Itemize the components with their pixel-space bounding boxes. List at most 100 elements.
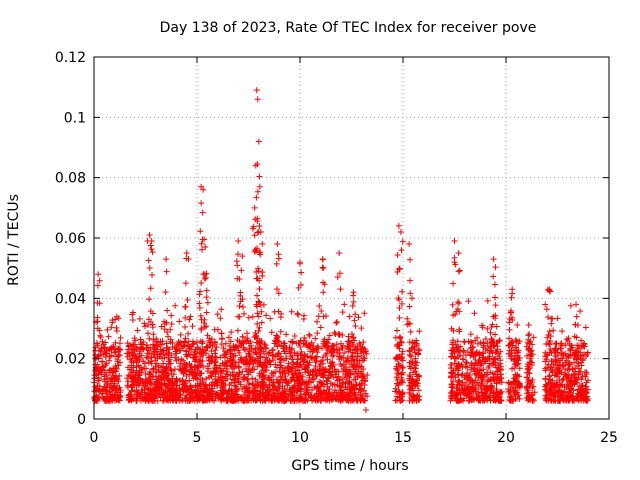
data-point [526, 352, 533, 359]
data-point [393, 327, 400, 334]
data-point [154, 339, 161, 346]
data-point [394, 341, 401, 348]
data-point [525, 389, 532, 396]
data-point [212, 346, 219, 353]
data-point [349, 302, 356, 309]
data-point [456, 326, 463, 333]
data-point [198, 349, 205, 356]
data-point [317, 388, 324, 395]
data-point [416, 328, 423, 335]
data-point [255, 268, 262, 275]
data-point [125, 350, 132, 357]
data-point [100, 386, 107, 393]
data-point [496, 379, 503, 386]
data-point [218, 330, 225, 337]
data-point [412, 362, 419, 369]
data-point [294, 363, 301, 370]
data-point [276, 359, 283, 366]
data-point [235, 344, 242, 351]
data-point [399, 288, 406, 295]
data-point [259, 269, 266, 276]
data-point [289, 374, 296, 381]
data-point [208, 336, 215, 343]
data-point [137, 336, 144, 343]
data-point [318, 358, 325, 365]
data-point [342, 357, 349, 364]
data-point [484, 386, 491, 393]
data-point [142, 323, 149, 330]
data-point [212, 369, 219, 376]
data-point [183, 255, 190, 262]
data-point [471, 366, 478, 373]
data-point [255, 138, 262, 145]
data-point [172, 395, 179, 402]
data-point [256, 324, 263, 331]
data-point [128, 358, 135, 365]
data-point [324, 356, 331, 363]
data-point [239, 253, 246, 260]
data-point [301, 351, 308, 358]
data-point [125, 371, 132, 378]
data-point [253, 87, 260, 94]
data-point [256, 249, 263, 256]
data-point [198, 240, 205, 247]
data-point [454, 390, 461, 397]
data-point [272, 353, 279, 360]
data-point [343, 367, 350, 374]
data-point [510, 347, 517, 354]
data-point [448, 347, 455, 354]
data-point [485, 377, 492, 384]
data-point [234, 251, 241, 258]
data-point [224, 397, 231, 404]
data-point [249, 366, 256, 373]
data-point [148, 238, 155, 245]
data-point [96, 300, 103, 307]
data-point [460, 347, 467, 354]
data-point [255, 339, 262, 346]
data-point [579, 356, 586, 363]
data-point [263, 312, 270, 319]
data-point [516, 338, 523, 345]
data-point [254, 161, 261, 168]
data-point [254, 320, 261, 327]
data-point [506, 335, 513, 342]
data-point [461, 389, 468, 396]
data-point [145, 257, 152, 264]
data-point [578, 362, 585, 369]
data-point [216, 365, 223, 372]
data-point [553, 364, 560, 371]
data-point [274, 385, 281, 392]
data-point [525, 366, 532, 373]
data-point [299, 379, 306, 386]
data-point [463, 372, 470, 379]
data-point [450, 337, 457, 344]
data-point [497, 348, 504, 355]
data-point [116, 347, 123, 354]
data-point [277, 362, 284, 369]
data-point [212, 354, 219, 361]
data-point [323, 339, 330, 346]
data-point [198, 280, 205, 287]
data-point [152, 346, 159, 353]
data-point [274, 342, 281, 349]
data-point [319, 256, 326, 263]
data-point [173, 345, 180, 352]
data-point [492, 264, 499, 271]
data-point [448, 393, 454, 400]
data-point [225, 334, 232, 341]
data-point [261, 341, 268, 348]
data-point [415, 387, 422, 394]
data-point [235, 313, 242, 320]
data-point [196, 397, 203, 404]
data-point [559, 328, 566, 335]
data-point [235, 371, 242, 378]
data-point [110, 343, 117, 350]
data-point [352, 323, 359, 330]
data-point [212, 366, 219, 373]
data-point [229, 376, 236, 383]
data-point [157, 348, 164, 355]
data-point [125, 364, 132, 371]
data-point [477, 382, 484, 389]
data-point [311, 384, 318, 391]
data-point [511, 379, 518, 386]
